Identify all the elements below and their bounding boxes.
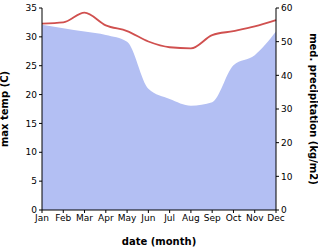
svg-text:30: 30 <box>281 104 293 114</box>
svg-text:40: 40 <box>281 71 293 81</box>
svg-text:Nov: Nov <box>246 213 264 223</box>
svg-text:Sep: Sep <box>204 213 221 223</box>
svg-text:60: 60 <box>281 3 293 13</box>
svg-text:20: 20 <box>281 138 293 148</box>
svg-text:30: 30 <box>26 32 38 42</box>
svg-text:Dec: Dec <box>267 213 285 224</box>
svg-text:15: 15 <box>26 119 37 129</box>
svg-text:Jan: Jan <box>35 213 49 224</box>
svg-text:May: May <box>118 213 137 223</box>
svg-text:Feb: Feb <box>55 213 71 223</box>
svg-text:10: 10 <box>281 172 293 182</box>
svg-text:0: 0 <box>31 205 37 215</box>
svg-text:Jul: Jul <box>163 213 175 223</box>
svg-text:5: 5 <box>31 176 37 186</box>
svg-text:25: 25 <box>26 61 37 71</box>
svg-text:35: 35 <box>26 3 37 13</box>
svg-text:Aug: Aug <box>182 213 200 223</box>
svg-text:date (month): date (month) <box>122 236 196 247</box>
svg-text:20: 20 <box>26 90 38 100</box>
svg-text:50: 50 <box>281 37 293 47</box>
svg-text:0: 0 <box>281 205 287 215</box>
svg-text:Mar: Mar <box>76 213 93 223</box>
svg-text:10: 10 <box>26 147 38 157</box>
svg-text:med. precipitation (kg/m2): med. precipitation (kg/m2) <box>308 33 310 185</box>
svg-text:Jun: Jun <box>140 213 155 223</box>
svg-text:Oct: Oct <box>226 213 242 223</box>
svg-text:max temp (C): max temp (C) <box>8 71 10 147</box>
svg-text:Apr: Apr <box>98 213 114 223</box>
